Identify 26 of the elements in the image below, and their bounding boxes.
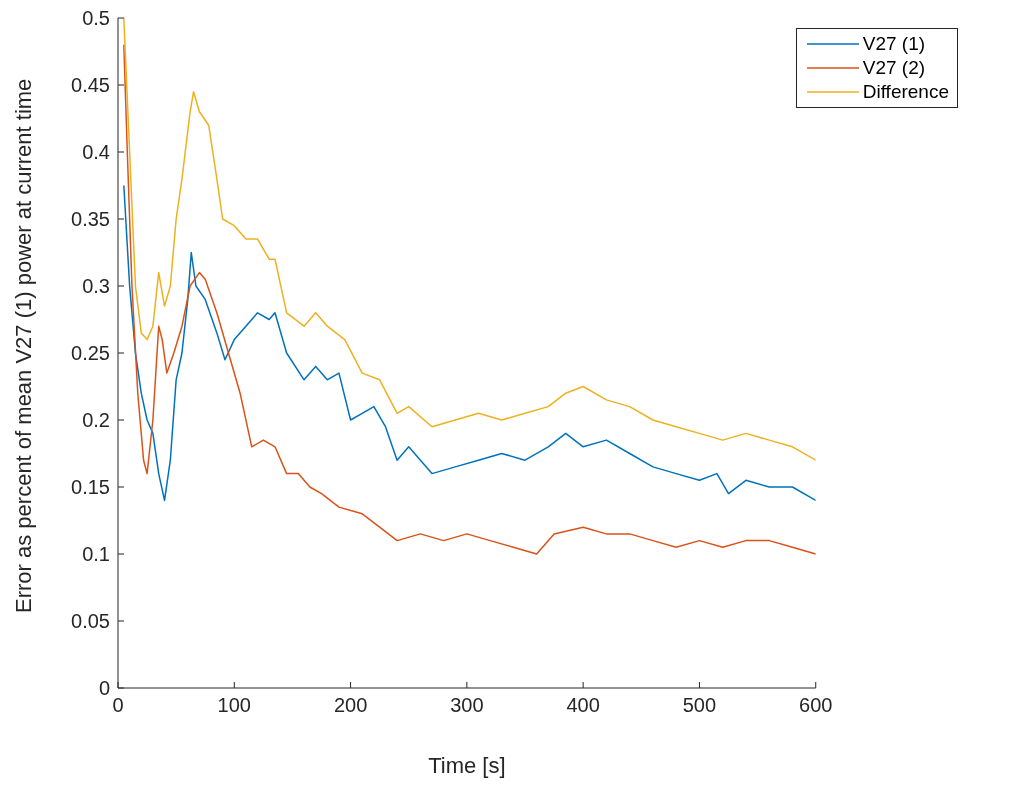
x-tick-label: 600 bbox=[799, 694, 833, 717]
x-tick-label: 300 bbox=[450, 694, 484, 717]
y-axis-title: Error as percent of mean V27 (1) power at current time bbox=[10, 78, 36, 613]
x-axis-title: Time [s] bbox=[428, 753, 506, 778]
x-tick-label: 500 bbox=[682, 694, 717, 717]
y-tick-label: 0.2 bbox=[82, 409, 110, 432]
x-tick-label: 200 bbox=[333, 694, 368, 717]
y-tick-label: 0.3 bbox=[82, 275, 110, 298]
y-tick-label: 0.15 bbox=[71, 476, 110, 499]
y-tick-label: 0.4 bbox=[82, 141, 110, 164]
x-tick-label: 0 bbox=[112, 694, 124, 717]
y-tick-label: 0.25 bbox=[71, 342, 110, 365]
line-series bbox=[123, 44, 816, 555]
x-tick-label: 400 bbox=[566, 694, 600, 717]
legend-label: V27 (1) bbox=[862, 32, 926, 56]
legend-label: V27 (2) bbox=[862, 56, 926, 80]
y-tick-label: 0.05 bbox=[71, 610, 110, 633]
y-tick-label: 0.1 bbox=[82, 543, 110, 566]
y-tick-label: 0 bbox=[98, 677, 110, 700]
line-series bbox=[123, 184, 816, 502]
y-tick-label: 0.35 bbox=[71, 208, 110, 231]
legend-label: Difference bbox=[862, 80, 949, 104]
y-tick-label: 0.5 bbox=[82, 7, 110, 30]
x-tick-label: 100 bbox=[217, 694, 251, 717]
line-series bbox=[123, 18, 816, 461]
y-tick-label: 0.45 bbox=[71, 74, 110, 97]
